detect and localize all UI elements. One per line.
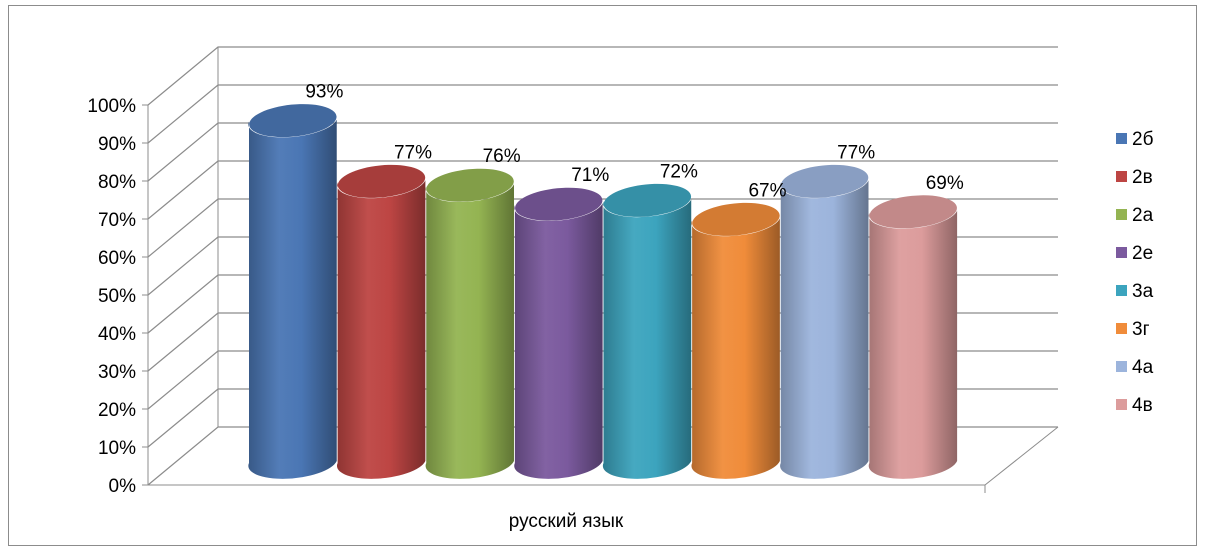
gridline xyxy=(147,46,1058,106)
data-label-2е: 71% xyxy=(571,165,609,186)
bars xyxy=(248,104,958,479)
bar-top xyxy=(249,104,337,138)
gridline xyxy=(147,198,1058,258)
legend-item-4в: 4в xyxy=(1116,395,1153,416)
bar-body xyxy=(514,203,603,479)
y-tick-label: 0% xyxy=(109,476,137,497)
bar-body xyxy=(602,199,692,479)
bar-body xyxy=(248,119,337,479)
y-tick-label: 60% xyxy=(98,248,136,269)
legend-item-2е: 2е xyxy=(1116,243,1153,264)
y-tick-label: 30% xyxy=(98,362,136,383)
legend-item-2б: 2б xyxy=(1116,129,1154,150)
bar-top xyxy=(780,164,869,198)
legend-item-2в: 2в xyxy=(1116,167,1153,188)
data-label-3г: 67% xyxy=(748,180,786,201)
legend-label: 4в xyxy=(1132,395,1153,416)
data-label-4а: 77% xyxy=(837,142,875,163)
gridline xyxy=(147,122,1058,182)
legend-label: 2а xyxy=(1132,205,1154,226)
legend-item-3а: 3а xyxy=(1116,281,1154,302)
legend-swatch xyxy=(1116,323,1127,334)
y-tick-label: 40% xyxy=(98,324,136,345)
bar-top xyxy=(692,202,780,236)
data-label-2б: 93% xyxy=(305,82,343,103)
bar-3а xyxy=(602,183,692,479)
legend-label: 2в xyxy=(1132,167,1153,188)
data-label-3а: 72% xyxy=(660,161,698,182)
bar-2б xyxy=(248,104,337,479)
y-tick-label: 70% xyxy=(98,210,136,231)
bar-2е xyxy=(514,187,603,479)
y-axis-ticks: 0% 10% 20% 30% 40% 50% 60% 70% 80% 90% 100% xyxy=(87,96,148,497)
legend-item-3г: 3г xyxy=(1116,319,1150,340)
data-label-4в: 69% xyxy=(926,173,964,194)
legend-swatch xyxy=(1116,247,1127,258)
legend-label: 3а xyxy=(1132,281,1154,302)
bar-body xyxy=(691,218,780,479)
data-labels: 93% 77% 76% 71% 72% 67% 77% 69% xyxy=(305,82,964,202)
y-tick-label: 90% xyxy=(98,134,136,155)
legend-item-2а: 2а xyxy=(1116,205,1154,226)
bar-2в xyxy=(336,164,426,479)
legend-swatch xyxy=(1116,361,1127,372)
bar-body xyxy=(336,180,426,479)
floor-edge xyxy=(984,426,1059,486)
bar-4а xyxy=(780,164,869,479)
legend-item-4а: 4а xyxy=(1116,357,1154,378)
bar-2а xyxy=(425,168,514,479)
data-label-2а: 76% xyxy=(483,146,521,167)
bar-body xyxy=(780,180,869,479)
legend-swatch xyxy=(1116,285,1127,296)
x-category-label: русский язык xyxy=(509,511,624,532)
y-tick-label: 50% xyxy=(98,286,136,307)
legend-label: 3г xyxy=(1132,319,1150,340)
y-tick-label: 10% xyxy=(98,438,136,459)
bar-top xyxy=(603,183,692,217)
bar-top xyxy=(337,164,426,198)
y-tick-label: 80% xyxy=(98,172,136,193)
legend-label: 4а xyxy=(1132,357,1154,378)
x-axis: русский язык xyxy=(509,511,624,532)
bar-top xyxy=(869,195,957,229)
gridline xyxy=(147,84,1058,144)
legend-label: 2е xyxy=(1132,243,1153,264)
y-tick-label: 100% xyxy=(87,96,136,117)
legend-swatch xyxy=(1116,171,1127,182)
legend-label: 2б xyxy=(1132,129,1154,150)
bar-body xyxy=(425,184,514,479)
bar-top xyxy=(515,187,603,221)
data-label-2в: 77% xyxy=(394,142,432,163)
bar-body xyxy=(868,210,958,479)
bar-4в xyxy=(868,195,958,479)
legend: 2б 2в 2а 2е 3а 3г 4а 4в xyxy=(1116,129,1154,416)
legend-swatch xyxy=(1116,133,1127,144)
bar-3г xyxy=(691,202,780,479)
bar-top xyxy=(426,168,514,202)
legend-swatch xyxy=(1116,209,1127,220)
legend-swatch xyxy=(1116,399,1127,410)
gridline xyxy=(147,160,1058,220)
y-tick-label: 20% xyxy=(98,400,136,421)
